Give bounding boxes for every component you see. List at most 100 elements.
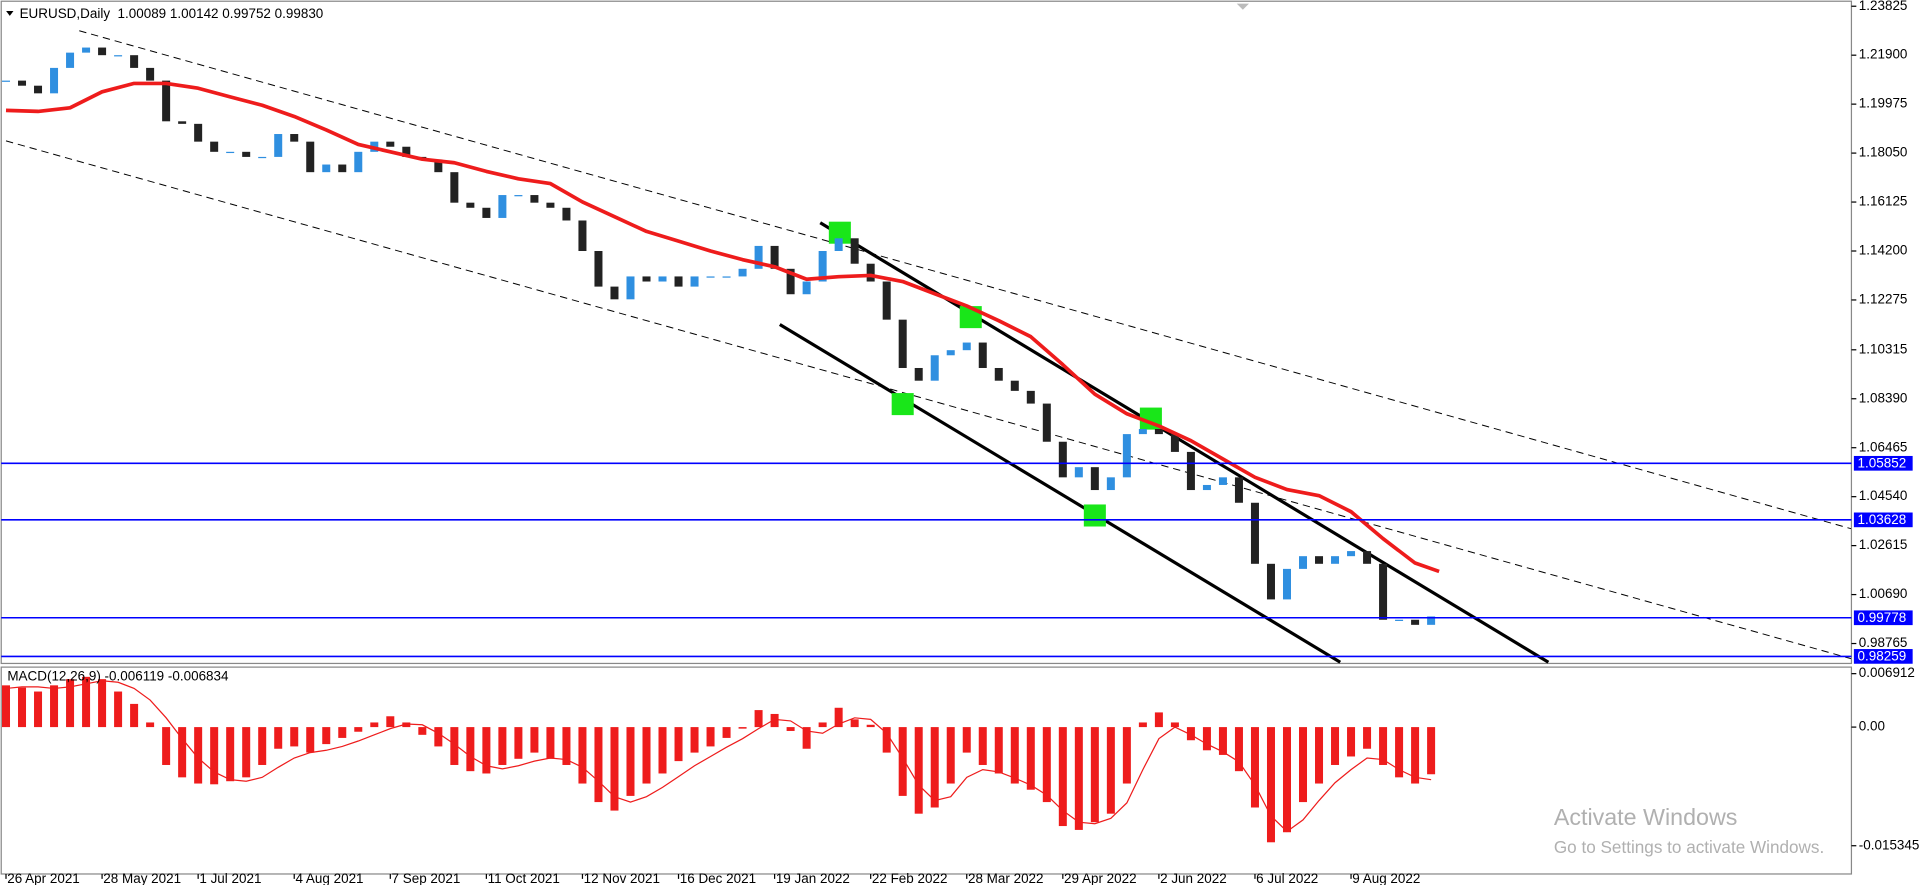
macd-bar	[1218, 727, 1227, 755]
menu-triangle[interactable]	[6, 11, 14, 16]
macd-bar	[1122, 727, 1131, 784]
macd-bar	[1299, 727, 1308, 803]
y-tick-label: 0.00	[1859, 719, 1885, 734]
y-tick-label: 1.04540	[1859, 488, 1908, 503]
price-label-box	[1853, 649, 1913, 664]
macd-bar	[754, 710, 763, 728]
candle-body	[114, 55, 123, 57]
macd-bar	[690, 727, 699, 753]
macd-bar	[530, 727, 539, 753]
y-tick-label: 1.23825	[1859, 0, 1908, 13]
candle-body	[146, 67, 155, 81]
x-tick-label: 6 Jul 2022	[1256, 871, 1318, 885]
macd-bar	[1411, 727, 1420, 784]
macd-bar	[1106, 727, 1115, 814]
candle-body	[898, 319, 907, 368]
macd-bar	[1010, 727, 1019, 784]
y-tick-label: 1.08390	[1859, 390, 1908, 405]
y-tick-label: 1.18050	[1859, 145, 1908, 160]
macd-bar	[210, 727, 219, 785]
macd-bar	[994, 727, 1003, 774]
macd-bar	[786, 727, 795, 731]
candle-body	[834, 238, 843, 252]
candle-body	[434, 159, 443, 173]
y-tick-label: 1.10315	[1859, 341, 1908, 356]
candle-body	[66, 52, 75, 68]
candle-body	[946, 350, 955, 356]
candle-body	[994, 367, 1003, 381]
candle-body	[1106, 477, 1115, 491]
candle-body	[1202, 484, 1211, 491]
candle-body	[546, 202, 555, 208]
macd-bar	[322, 727, 331, 745]
macd-bar	[434, 727, 443, 747]
candle-body	[514, 195, 523, 197]
macd-bar	[1266, 727, 1275, 843]
price-label-box	[1853, 610, 1913, 626]
macd-bar	[1395, 727, 1404, 778]
macd-bar	[866, 724, 875, 728]
macd-bar	[834, 707, 843, 728]
candle-body	[194, 123, 203, 142]
x-tick-label: 22 Feb 2022	[872, 871, 948, 885]
candle-body	[1331, 556, 1340, 564]
macd-bar	[18, 687, 27, 728]
x-tick-label: 11 Oct 2021	[488, 871, 560, 885]
candle-body	[1347, 551, 1356, 557]
candle-body	[594, 251, 603, 287]
candle-body	[578, 220, 587, 252]
candle-body	[850, 238, 859, 264]
macd-bar	[98, 679, 107, 728]
macd-bar	[130, 703, 139, 728]
candle-body	[642, 276, 651, 282]
macd-bar	[290, 727, 299, 747]
macd-bar	[34, 691, 43, 728]
candle-body	[930, 355, 939, 381]
symbol-header: EURUSD,Daily 1.00089 1.00142 0.99752 0.9…	[20, 6, 324, 21]
x-tick-label: 29 Apr 2022	[1064, 871, 1137, 885]
candle-body	[674, 276, 683, 287]
signal-line	[5, 680, 1432, 833]
candle-body	[290, 134, 299, 142]
macd-bar	[898, 727, 907, 796]
macd-bar	[498, 727, 507, 765]
candle-body	[738, 268, 747, 277]
macd-bar	[1026, 727, 1035, 790]
candle-body	[1234, 477, 1243, 503]
macd-bar	[482, 727, 491, 774]
macd-bar	[402, 722, 411, 728]
macd-bar	[354, 727, 363, 732]
candle-body	[866, 263, 875, 282]
macd-title: MACD(12,26,9) -0.006119 -0.006834	[7, 668, 229, 683]
candle-body	[1138, 429, 1147, 435]
trend-line	[5, 140, 1852, 660]
candle-body	[162, 80, 171, 122]
macd-bar	[1234, 727, 1243, 772]
candle-body	[626, 276, 635, 300]
price-label: 0.99778	[1858, 610, 1907, 625]
candle-body	[1170, 434, 1179, 452]
candle-body	[306, 141, 315, 173]
candle-body	[706, 276, 715, 278]
macd-bar	[962, 727, 971, 753]
y-tick-label: 1.12275	[1859, 292, 1908, 307]
x-tick-label: 19 Jan 2022	[776, 871, 850, 885]
macd-bar	[562, 727, 571, 765]
trend-line	[79, 30, 1852, 530]
macd-bar	[114, 691, 123, 728]
candle-body	[962, 342, 971, 351]
candle-body	[98, 47, 107, 56]
macd-bar	[626, 727, 635, 796]
macd-bar	[386, 716, 395, 728]
candle-body	[754, 245, 763, 269]
macd-bar	[1282, 727, 1291, 833]
macd-bar	[1331, 727, 1340, 765]
macd-bar	[1315, 727, 1324, 784]
macd-bar	[818, 722, 827, 728]
candle-body	[466, 202, 475, 208]
candle-body	[1218, 477, 1227, 485]
price-label: 0.98259	[1858, 649, 1907, 664]
macd-bar	[882, 727, 891, 753]
candle-body	[1363, 551, 1372, 564]
